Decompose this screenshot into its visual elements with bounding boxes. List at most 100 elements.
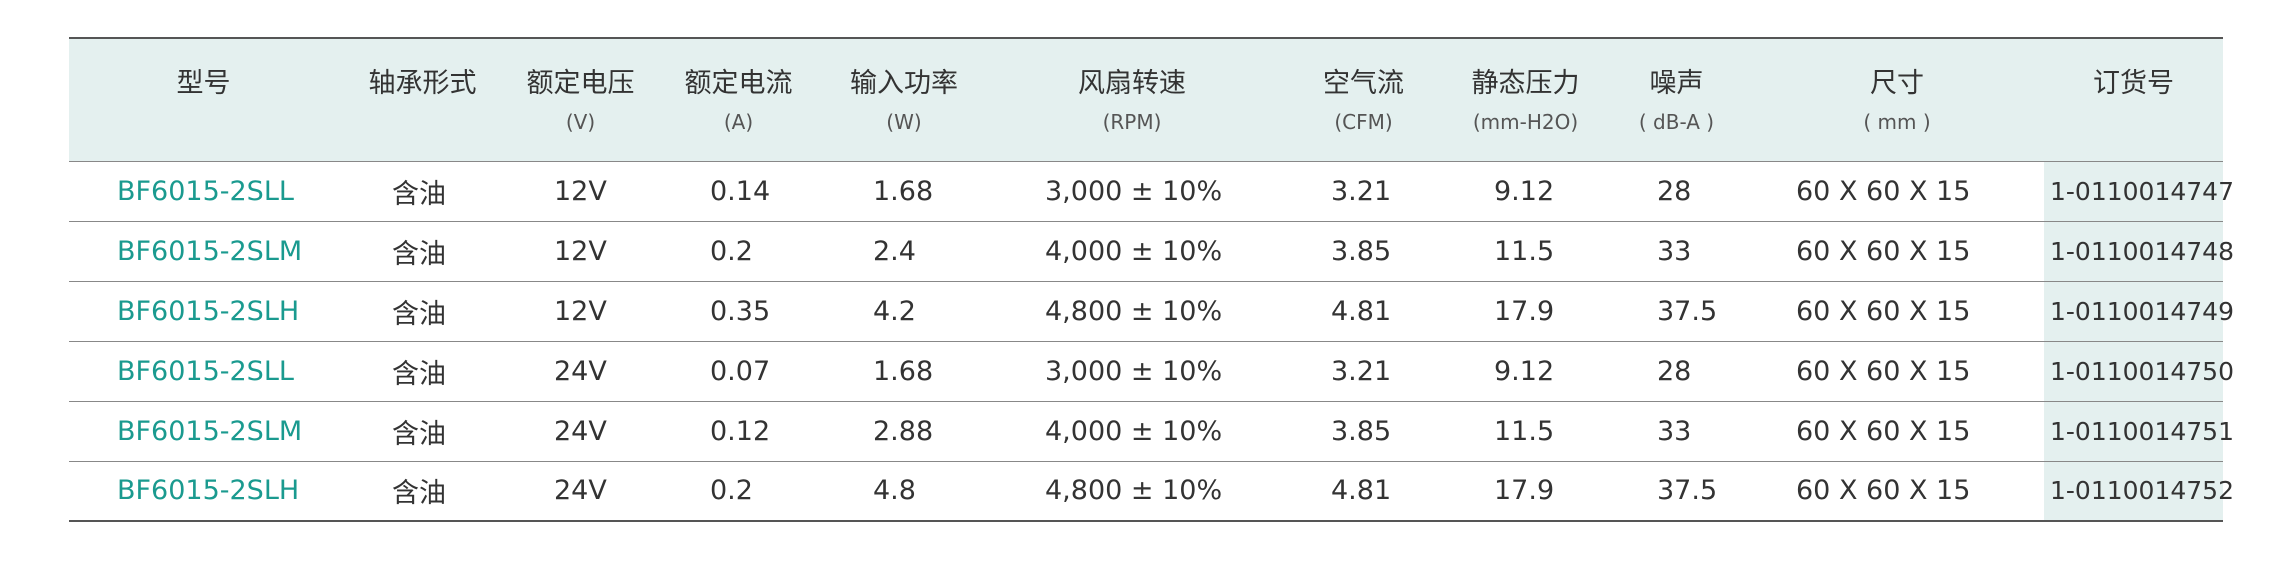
table-cell: 60 X 60 X 15 xyxy=(1796,415,1971,447)
table-cell: 12V xyxy=(554,175,607,207)
table-cell: 17.9 xyxy=(1494,295,1555,327)
table-cell: 12V xyxy=(554,235,607,267)
header-title: 噪声 xyxy=(1649,68,1704,99)
header-title: 额定电流 xyxy=(684,68,793,99)
header-title: 订货号 xyxy=(2093,68,2174,99)
header-title: 额定电压 xyxy=(526,68,635,99)
column-header: 轴承形式 xyxy=(338,38,507,161)
header-unit: ( dB-A ) xyxy=(1638,110,1715,134)
header-title: 型号 xyxy=(176,68,231,99)
column-header: 订货号 xyxy=(2044,38,2223,161)
header-unit: ( mm ) xyxy=(1863,110,1931,134)
table-cell: 28 xyxy=(1657,175,1692,207)
table-cell: 1-0110014751 xyxy=(2044,401,2234,461)
table-cell: 2.88 xyxy=(873,415,934,447)
table-cell: 9.12 xyxy=(1494,175,1555,207)
column-header: 静态压力 (mm-H2O) xyxy=(1448,38,1603,161)
table-cell: 3.21 xyxy=(1331,175,1392,207)
header-unit: (CFM) xyxy=(1334,110,1393,134)
table-cell: 含油 xyxy=(392,178,446,210)
table-cell: 24V xyxy=(554,415,607,447)
table-cell: 1-0110014747 xyxy=(2044,161,2234,221)
table-row: BF6015-2SLH 含油 24V 0.2 4.8 4,800 ± 10% 4.81 17.… xyxy=(69,461,2234,521)
table-cell: 33 xyxy=(1657,235,1692,267)
table-cell: 33 xyxy=(1657,415,1692,447)
table-cell: 含油 xyxy=(392,238,446,270)
table-cell: 4,000 ± 10% xyxy=(1045,235,1223,267)
header-unit: (W) xyxy=(886,110,922,134)
table-cell: 37.5 xyxy=(1657,295,1718,327)
table-cell: 3,000 ± 10% xyxy=(1045,175,1223,207)
table-cell: 1.68 xyxy=(873,355,934,387)
table-cell: 24V xyxy=(554,355,607,387)
table-cell: 28 xyxy=(1657,355,1692,387)
table-cell: BF6015-2SLM xyxy=(117,415,303,447)
column-header: 额定电流 (A) xyxy=(654,38,823,161)
table-cell: 60 X 60 X 15 xyxy=(1796,355,1971,387)
table-cell: 3.21 xyxy=(1331,355,1392,387)
table-cell: BF6015-2SLH xyxy=(117,475,300,507)
table-cell: 3.85 xyxy=(1331,415,1392,447)
table-cell: BF6015-2SLH xyxy=(117,295,300,327)
table-cell: 4,800 ± 10% xyxy=(1045,475,1223,507)
table-cell: 0.35 xyxy=(710,295,771,327)
table-cell: 1-0110014752 xyxy=(2044,461,2234,521)
table-cell: 4.81 xyxy=(1331,475,1392,507)
table-row: BF6015-2SLL 含油 12V 0.14 1.68 3,000 ± 10% 3.21 9… xyxy=(69,161,2234,221)
header-unit: (A) xyxy=(723,110,754,134)
table-cell: 60 X 60 X 15 xyxy=(1796,295,1971,327)
column-header: 风扇转速 (RPM) xyxy=(985,38,1279,161)
table-row: BF6015-2SLM 含油 12V 0.2 2.4 4,000 ± 10% 3.85 11.… xyxy=(69,221,2234,281)
table-cell: 含油 xyxy=(392,298,446,330)
header-unit: (mm-H2O) xyxy=(1472,110,1579,134)
table-row: BF6015-2SLL 含油 24V 0.07 1.68 3,000 ± 10% 3.21 9… xyxy=(69,341,2234,401)
column-header: 额定电压 (V) xyxy=(507,38,654,161)
table-cell: 含油 xyxy=(392,418,446,450)
header-title: 输入功率 xyxy=(850,68,958,99)
table-cell: 含油 xyxy=(392,478,446,510)
column-header: 噪声 ( dB-A ) xyxy=(1603,38,1750,161)
table-cell: 0.07 xyxy=(710,355,771,387)
table-cell: 4.8 xyxy=(873,475,916,507)
table-cell: 1-0110014748 xyxy=(2044,221,2234,281)
table-cell: 4,000 ± 10% xyxy=(1045,415,1223,447)
table-cell: 11.5 xyxy=(1494,235,1555,267)
table-cell: 60 X 60 X 15 xyxy=(1796,475,1971,507)
header-title: 空气流 xyxy=(1323,68,1404,99)
spec-table: 型号 轴承形式 额定电压 (V) 额定电流 (A) 输入功率 (W) 风扇转速 (RPM) 空气流 (… xyxy=(69,37,2234,522)
table-cell: 1.68 xyxy=(873,175,934,207)
table-cell: 37.5 xyxy=(1657,475,1718,507)
table-cell: 11.5 xyxy=(1494,415,1555,447)
table-cell: 2.4 xyxy=(873,235,916,267)
table-cell: 4.2 xyxy=(873,295,916,327)
header-title: 风扇转速 xyxy=(1078,68,1186,99)
table-cell: 60 X 60 X 15 xyxy=(1796,235,1971,267)
table-cell: 4.81 xyxy=(1331,295,1392,327)
table-row: BF6015-2SLM 含油 24V 0.12 2.88 4,000 ± 10% 3.85 1… xyxy=(69,401,2234,461)
header-unit: (V) xyxy=(565,110,596,134)
table-cell: 24V xyxy=(554,475,607,507)
header-title: 轴承形式 xyxy=(368,68,477,99)
table-cell: 17.9 xyxy=(1494,475,1555,507)
table-cell: 0.2 xyxy=(710,235,753,267)
column-header: 输入功率 (W) xyxy=(823,38,985,161)
table-cell: 3.85 xyxy=(1331,235,1392,267)
header-title: 尺寸 xyxy=(1870,68,1924,99)
table-cell: 9.12 xyxy=(1494,355,1555,387)
table-cell: BF6015-2SLL xyxy=(117,175,294,207)
table-cell: 0.12 xyxy=(710,415,771,447)
table-cell: 4,800 ± 10% xyxy=(1045,295,1223,327)
table-cell: BF6015-2SLM xyxy=(117,235,303,267)
header-title: 静态压力 xyxy=(1471,68,1580,99)
table-cell: 含油 xyxy=(392,358,446,390)
header-row: 型号 轴承形式 额定电压 (V) 额定电流 (A) 输入功率 (W) 风扇转速 (RPM) 空气流 (… xyxy=(69,38,2223,161)
table-cell: 3,000 ± 10% xyxy=(1045,355,1223,387)
table-cell: 60 X 60 X 15 xyxy=(1796,175,1971,207)
table-cell: 1-0110014750 xyxy=(2044,341,2234,401)
table-row: BF6015-2SLH 含油 12V 0.35 4.2 4,800 ± 10% 4.81 17… xyxy=(69,281,2234,341)
table-cell: 0.2 xyxy=(710,475,753,507)
header-unit: (RPM) xyxy=(1102,110,1162,134)
column-header: 尺寸 ( mm ) xyxy=(1750,38,2044,161)
column-header: 型号 xyxy=(69,38,338,161)
